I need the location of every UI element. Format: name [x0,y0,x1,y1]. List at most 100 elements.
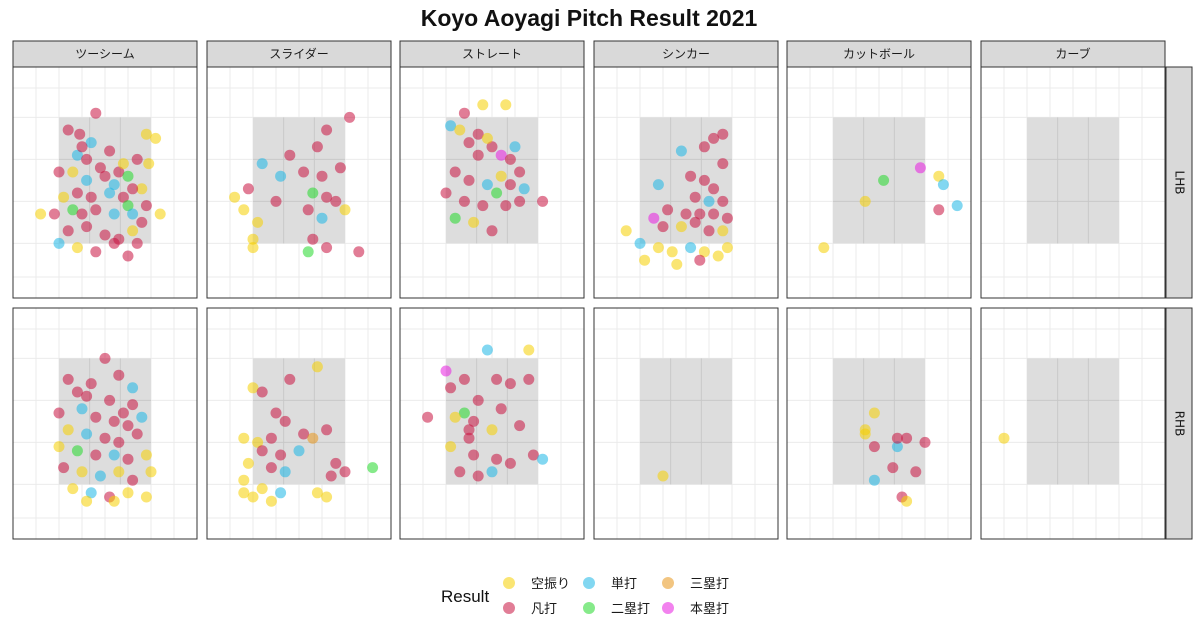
pitch-point [694,254,706,266]
pitch-point [685,170,697,182]
pitch-point [256,445,268,457]
pitch-point [270,407,282,419]
pitch-point [445,120,457,132]
pitch-point [523,373,535,385]
pitch-point [279,415,291,427]
pitch-point [53,407,65,419]
pitch-point [514,420,526,432]
strike-zone [833,358,925,485]
pitch-point [275,449,287,461]
pitch-point [648,212,660,224]
pitch-point [85,191,97,203]
pitch-point [868,407,880,419]
pitch-point [914,162,926,174]
pitch-point [321,491,333,503]
pitch-point [67,483,79,495]
pitch-point [247,491,259,503]
pitch-point [504,153,516,165]
pitch-point [90,107,102,119]
pitch-point [486,141,498,153]
pitch-point [270,195,282,207]
pitch-point [108,449,120,461]
pitch-point [293,445,305,457]
pitch-point [298,428,310,440]
pitch-point [122,250,134,262]
pitch-point [652,242,664,254]
pitch-point [652,179,664,191]
pitch-point [495,149,507,161]
strike-zone [253,117,345,244]
facet-panel [786,307,972,540]
pitch-point [122,420,134,432]
pitch-point [330,457,342,469]
pitch-point [458,407,470,419]
pitch-point [242,183,254,195]
row-strip-label: RHB [1173,411,1187,437]
pitch-point [117,158,129,170]
pitch-point [721,242,733,254]
legend-label: 二塁打 [611,602,650,617]
pitch-point [680,208,692,220]
pitch-point [311,361,323,373]
pitch-point [85,137,97,149]
legend-item: 空振り [503,577,570,592]
pitch-point [712,250,724,262]
pitch-point [284,149,296,161]
column-strip-label: スライダー [269,46,329,61]
pitch-point [458,195,470,207]
pitch-point [486,424,498,436]
pitch-point [256,158,268,170]
pitch-point [122,487,134,499]
legend-swatch [583,577,595,589]
pitch-point [472,394,484,406]
pitch-point [256,386,268,398]
pitch-point [901,495,913,507]
pitch-point [62,124,74,136]
pitch-point [316,170,328,182]
pitch-point [145,466,157,478]
pitch-point [136,183,148,195]
strike-zone [59,358,151,485]
legend-item: 二塁打 [583,602,650,617]
pitch-point [127,474,139,486]
pitch-point [634,237,646,249]
pitch-point [495,170,507,182]
pitch-point [252,216,264,228]
row-strip [1165,307,1193,540]
pitch-point [504,179,516,191]
strike-zone [1027,117,1119,244]
pitch-point [449,212,461,224]
pitch-point [321,242,333,254]
pitch-point [477,200,489,212]
pitch-point [62,225,74,237]
panel-border [12,307,198,540]
column-strip [12,40,198,68]
pitch-point [887,462,899,474]
pitch-point [339,204,351,216]
pitch-point [998,432,1010,444]
chart-title: Koyo Aoyagi Pitch Result 2021 [421,5,758,31]
panel-border [206,66,392,299]
pitch-point [307,187,319,199]
facet-panel [593,307,779,540]
pitch-point [472,128,484,140]
pitch-point [76,141,88,153]
legend-label: 単打 [611,576,637,592]
pitch-point [500,99,512,111]
pitch-point [76,403,88,415]
pitch-point [891,441,903,453]
pitch-point [94,470,106,482]
pitch-point [620,225,632,237]
pitch-point [468,449,480,461]
pitch-point [252,436,264,448]
facet-panel [980,66,1166,299]
pitch-point [334,162,346,174]
facet-panel [12,66,198,299]
pitch-point [509,141,521,153]
pitch-point [491,187,503,199]
pitch-point [90,411,102,423]
pitch-point [247,233,259,245]
pitch-point [698,174,710,186]
pitch-point [275,170,287,182]
